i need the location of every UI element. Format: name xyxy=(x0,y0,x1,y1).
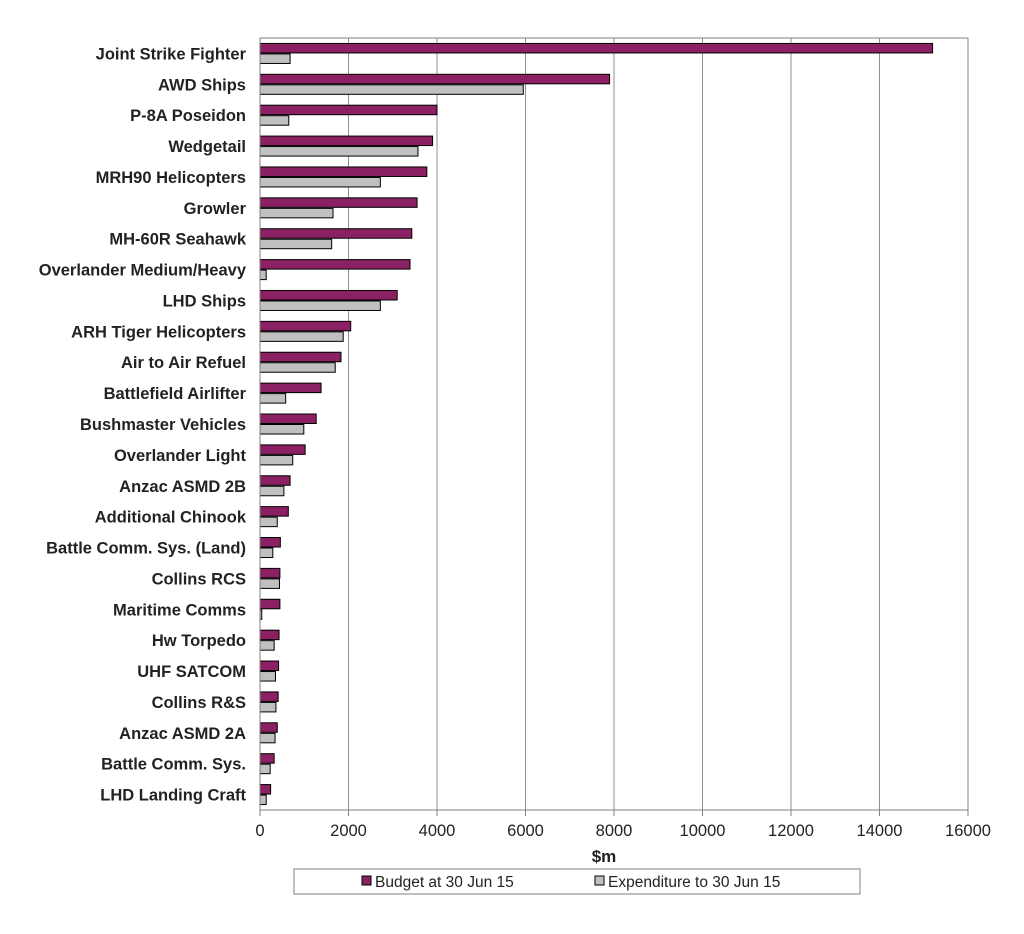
bar-expenditure xyxy=(259,794,267,806)
x-axis-ticks: 0 2000 4000 6000 8000 10000 12000 14000 16000 xyxy=(255,810,991,840)
bar-expenditure xyxy=(259,207,334,219)
bar-budget xyxy=(259,104,438,116)
bar-budget xyxy=(259,784,272,795)
category-label: Collins RCS xyxy=(152,570,246,588)
category-label: Hw Torpedo xyxy=(152,632,246,650)
bar-expenditure xyxy=(259,671,276,682)
bar-expenditure xyxy=(259,640,275,651)
bar-budget xyxy=(259,351,342,363)
x-tick-label: 12000 xyxy=(768,822,814,840)
legend-swatch-expenditure xyxy=(594,875,605,886)
bar-budget xyxy=(259,475,291,486)
category-label: Battle Comm. Sys. xyxy=(101,756,246,774)
category-labels: Joint Strike Fighter AWD Ships P-8A Poseid… xyxy=(39,45,247,804)
x-tick-label: 0 xyxy=(255,822,264,840)
bar-expenditure xyxy=(259,485,285,497)
bar-expenditure xyxy=(259,238,333,250)
bar-budget xyxy=(259,42,934,54)
bar-expenditure xyxy=(259,547,274,559)
bar-expenditure xyxy=(259,701,277,713)
bar-budget xyxy=(259,753,275,764)
bar-budget xyxy=(259,567,281,579)
legend: Budget at 30 Jun 15 Expenditure to 30 Ju… xyxy=(293,868,861,895)
legend-label-expenditure: Expenditure to 30 Jun 15 xyxy=(608,874,780,891)
x-tick-label: 16000 xyxy=(945,822,991,840)
bar-budget xyxy=(259,166,428,177)
bar-expenditure xyxy=(259,362,336,373)
bar-budget xyxy=(259,660,280,672)
category-label: MRH90 Helicopters xyxy=(96,169,246,187)
bar-budget xyxy=(259,722,278,733)
category-label: Growler xyxy=(184,200,247,218)
bar-budget xyxy=(259,73,611,85)
category-label: Bushmaster Vehicles xyxy=(80,416,246,434)
bar-budget xyxy=(259,320,352,332)
category-label: Joint Strike Fighter xyxy=(96,45,247,63)
x-tick-label: 8000 xyxy=(596,822,633,840)
bar-expenditure xyxy=(259,516,278,528)
category-label: Battle Comm. Sys. (Land) xyxy=(46,540,246,558)
bar-budget xyxy=(259,228,413,239)
bars xyxy=(259,42,934,806)
category-label: Wedgetail xyxy=(168,138,246,156)
x-tick-label: 6000 xyxy=(507,822,544,840)
category-label: Anzac ASMD 2B xyxy=(119,478,246,496)
x-tick-label: 14000 xyxy=(857,822,903,840)
x-axis-title: $m xyxy=(592,847,617,866)
category-label: Overlander Light xyxy=(114,447,247,465)
bar-expenditure xyxy=(259,578,280,589)
bar-expenditure xyxy=(259,454,294,466)
bar-expenditure xyxy=(259,269,267,281)
bar-budget xyxy=(259,413,317,424)
bar-expenditure xyxy=(259,84,524,95)
bar-expenditure xyxy=(259,53,291,64)
bar-budget xyxy=(259,197,418,208)
bar-budget xyxy=(259,444,306,455)
bar-budget xyxy=(259,259,411,270)
gridlines xyxy=(348,38,880,810)
bar-expenditure xyxy=(259,115,290,126)
category-label: Additional Chinook xyxy=(95,509,247,527)
bar-expenditure xyxy=(259,146,419,157)
bar-expenditure xyxy=(259,424,305,435)
x-tick-label: 10000 xyxy=(680,822,726,840)
category-label: LHD Ships xyxy=(163,292,246,310)
category-label: LHD Landing Craft xyxy=(100,787,246,805)
bar-expenditure xyxy=(259,176,381,188)
bar-expenditure xyxy=(259,393,287,404)
category-label: Collins R&S xyxy=(152,694,246,712)
plot-area-frame xyxy=(259,37,969,811)
category-label: Battlefield Airlifter xyxy=(104,385,247,403)
bar-budget xyxy=(259,135,434,147)
bar-budget xyxy=(259,382,322,394)
category-label: ARH Tiger Helicopters xyxy=(71,323,246,341)
x-tick-label: 4000 xyxy=(419,822,456,840)
bar-budget xyxy=(259,629,280,641)
category-label: Anzac ASMD 2A xyxy=(119,725,246,743)
legend-swatch-budget xyxy=(361,875,372,886)
bar-expenditure xyxy=(259,331,344,342)
bar-budget xyxy=(259,598,281,610)
bar-expenditure xyxy=(259,763,271,775)
category-label: UHF SATCOM xyxy=(137,663,246,681)
bar-budget xyxy=(259,537,281,548)
category-label: Overlander Medium/Heavy xyxy=(39,262,247,280)
legend-box xyxy=(293,868,861,895)
bar-budget xyxy=(259,691,279,702)
category-label: MH-60R Seahawk xyxy=(109,231,246,249)
x-tick-label: 2000 xyxy=(330,822,367,840)
bar-expenditure xyxy=(259,300,381,311)
bar-budget xyxy=(259,506,289,517)
category-label: P-8A Poseidon xyxy=(130,107,246,125)
bar-budget xyxy=(259,289,398,301)
category-label: AWD Ships xyxy=(158,76,246,94)
category-label: Maritime Comms xyxy=(113,601,246,619)
legend-label-budget: Budget at 30 Jun 15 xyxy=(375,874,514,891)
category-label: Air to Air Refuel xyxy=(121,354,246,372)
bar-expenditure xyxy=(259,732,276,744)
